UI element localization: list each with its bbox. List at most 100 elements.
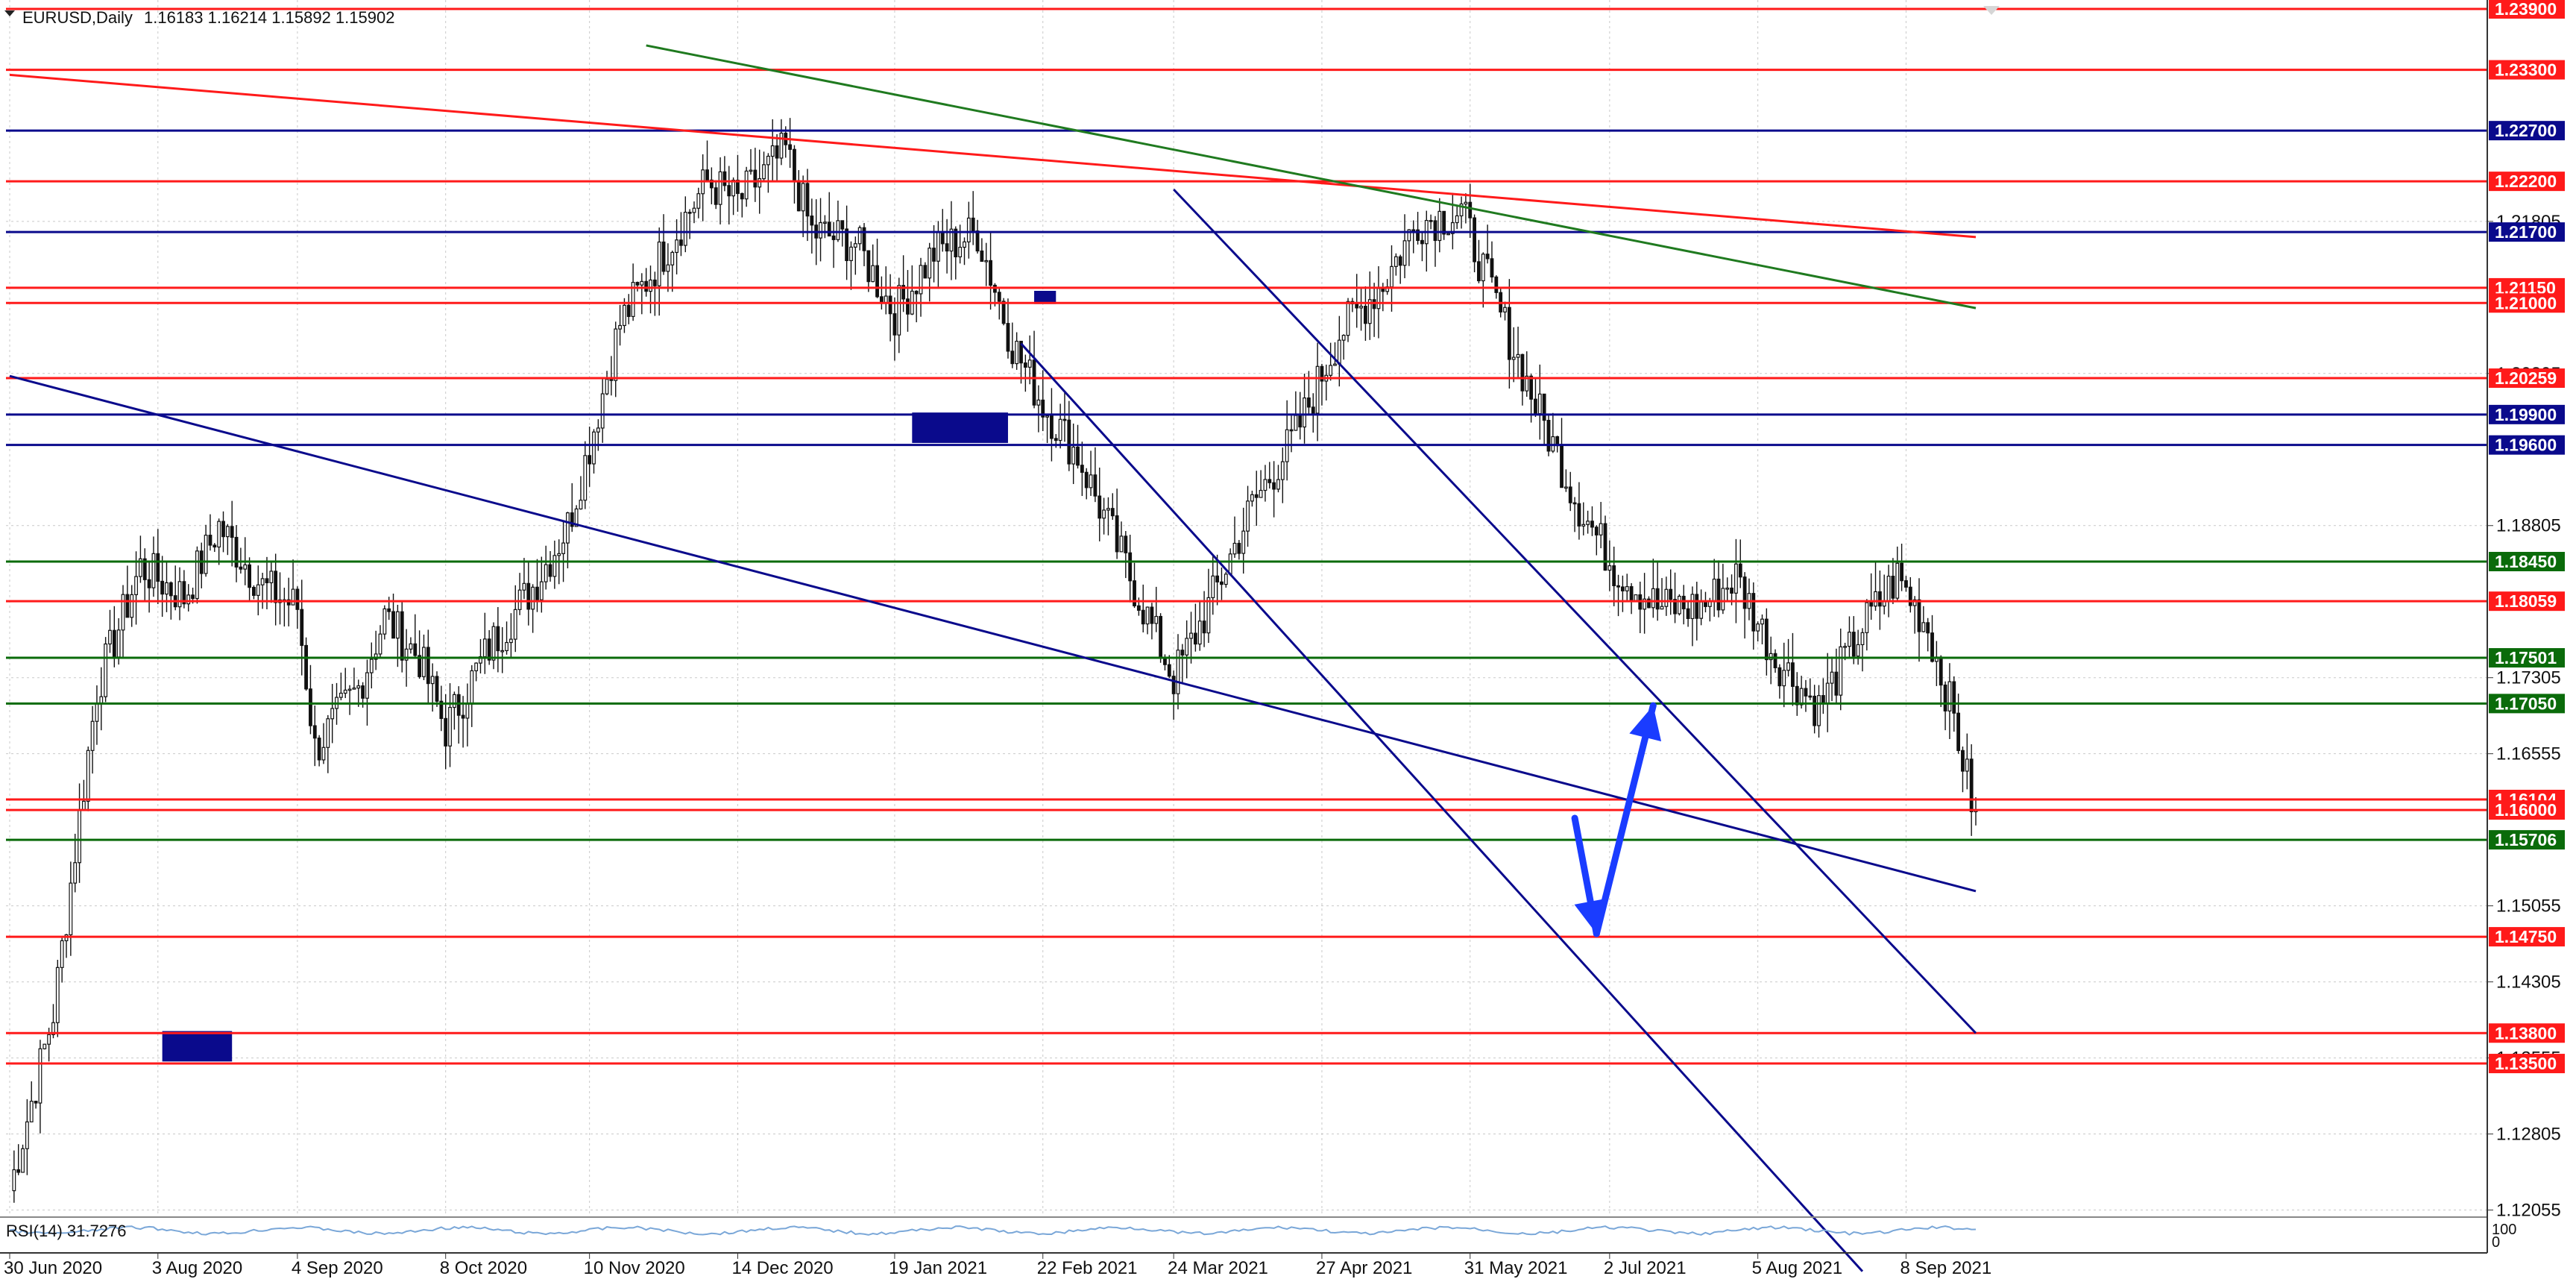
candle — [1581, 502, 1586, 535]
scroll-marker-icon[interactable] — [1983, 6, 2000, 15]
candle-body — [1089, 474, 1093, 488]
candle — [496, 607, 500, 673]
candle — [1050, 388, 1054, 462]
candle — [544, 545, 548, 590]
candle — [1106, 497, 1110, 535]
candle-body — [1027, 359, 1032, 368]
level-badge — [2489, 800, 2565, 820]
candle — [1071, 423, 1076, 485]
candle — [1311, 393, 1315, 433]
candle — [1568, 471, 1572, 512]
candle-body — [666, 264, 670, 272]
candle — [561, 521, 565, 582]
candle-body — [1848, 632, 1851, 647]
candle-body — [1590, 521, 1594, 528]
candle — [1869, 573, 1874, 620]
candle — [727, 166, 731, 224]
candle — [849, 241, 853, 290]
candle — [819, 198, 822, 262]
level-badge — [2489, 1023, 2565, 1043]
candle-body — [1716, 578, 1721, 611]
candle — [16, 1144, 21, 1175]
candle-body — [727, 185, 731, 197]
candle-body — [1407, 229, 1411, 242]
candle — [923, 262, 928, 279]
candle — [1032, 330, 1036, 409]
candle — [217, 518, 221, 565]
candle — [574, 505, 579, 527]
candle — [1660, 578, 1664, 610]
candle — [1625, 573, 1629, 602]
candle — [836, 201, 840, 242]
time-axis[interactable]: 30 Jun 2020 3 Aug 2020 4 Sep 2020 8 Oct 202… — [4, 1253, 1991, 1278]
candle-body — [151, 553, 156, 588]
candle — [1607, 540, 1612, 591]
candle — [932, 224, 936, 283]
candle — [579, 476, 583, 510]
level-badge-text: 1.23300 — [2495, 60, 2557, 80]
candle-body — [1211, 575, 1215, 599]
candle — [1477, 239, 1481, 283]
level-badge — [2489, 591, 2565, 612]
horizontal-levels[interactable] — [6, 7, 2487, 1065]
candle-body — [1764, 618, 1769, 661]
candle — [1455, 204, 1459, 230]
candle-body — [47, 1034, 51, 1045]
forecast-arrows[interactable] — [1571, 702, 1662, 937]
candle — [1860, 628, 1865, 672]
candle-body — [330, 708, 335, 720]
candle — [1612, 547, 1616, 606]
level-badge-text: 1.23900 — [2495, 0, 2557, 19]
candle — [526, 562, 531, 626]
candle-body — [692, 207, 696, 213]
candle-body — [343, 689, 347, 694]
candle-body — [588, 455, 592, 465]
triangle-down-icon[interactable] — [4, 10, 15, 16]
candle — [108, 609, 112, 653]
candle-body — [1813, 695, 1817, 726]
candle-body — [1259, 489, 1263, 498]
candle-body — [1154, 615, 1159, 624]
candle — [736, 154, 740, 212]
candle — [1686, 600, 1690, 627]
candle-body — [1599, 523, 1603, 535]
candle-body — [169, 582, 173, 597]
candle-body — [705, 169, 709, 181]
candle-body — [644, 280, 649, 292]
candle-body — [1124, 535, 1128, 553]
candle-body — [744, 170, 749, 200]
candle-body — [239, 566, 243, 570]
level-badge-text: 1.19600 — [2495, 436, 2557, 455]
candle-body — [260, 578, 265, 585]
candle-body — [609, 379, 614, 381]
candle-body — [1877, 591, 1882, 607]
candle-body — [1180, 650, 1185, 656]
candle — [1695, 582, 1699, 641]
y-tick-label: 1.12805 — [2496, 1125, 2561, 1145]
candle-body — [657, 241, 661, 286]
candle-body — [1494, 276, 1499, 293]
x-tick-label: 31 May 2021 — [1464, 1258, 1568, 1278]
candle-body — [1228, 553, 1232, 575]
candle-body — [649, 279, 652, 292]
candle-body — [51, 1022, 55, 1035]
candle — [508, 613, 513, 659]
candle-body — [1062, 418, 1067, 421]
candle-body — [1176, 650, 1180, 694]
candle-body — [618, 324, 622, 330]
candle-body — [753, 169, 758, 188]
candle — [1280, 447, 1285, 503]
candle-body — [1267, 479, 1272, 483]
trendlines[interactable] — [9, 44, 1977, 1272]
candle-body — [696, 193, 701, 209]
candle — [1150, 603, 1154, 640]
candle-body — [1699, 601, 1704, 619]
candle-body — [640, 280, 644, 286]
candle — [1481, 252, 1485, 308]
candle-body — [1947, 681, 1952, 711]
candle — [1102, 497, 1106, 535]
candle-body — [718, 171, 722, 205]
candle-body — [221, 521, 225, 538]
candle — [657, 227, 661, 316]
